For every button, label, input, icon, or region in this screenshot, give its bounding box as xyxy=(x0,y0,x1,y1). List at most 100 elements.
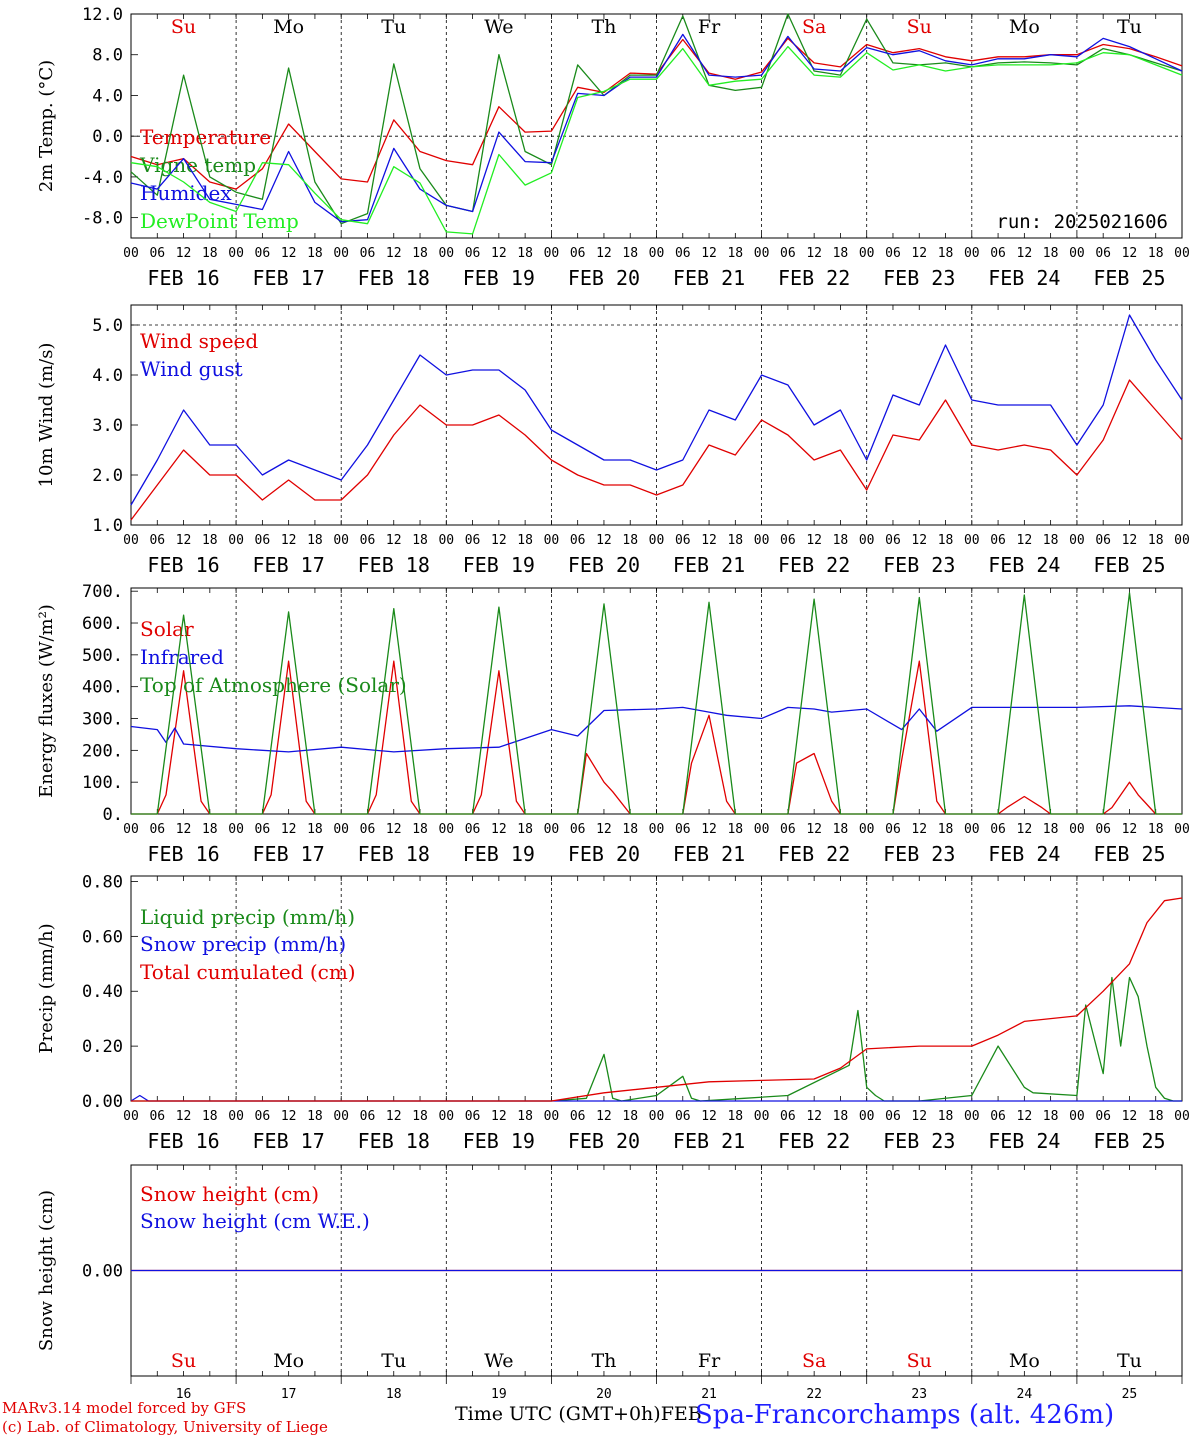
hour-tick-label: 06 xyxy=(1095,1109,1111,1124)
y-tick-label: 0.00 xyxy=(82,1262,123,1282)
panel-4: 0.00 0.20 0.40 0.60 0.80 Precip (mm/h) Liquid … xyxy=(36,872,1190,1153)
hour-tick-label: 06 xyxy=(885,1109,901,1124)
hour-tick-label: 12 xyxy=(1017,246,1033,261)
hour-tick-label: 12 xyxy=(1122,822,1138,837)
weekday-label: Su xyxy=(907,16,932,38)
legend-entry: Snow height (cm) xyxy=(140,1182,319,1206)
day-number: 22 xyxy=(806,1387,822,1402)
legend-entry: Wind speed xyxy=(140,329,258,353)
series-line-1-2 xyxy=(130,13,1183,225)
hour-tick-label: 06 xyxy=(780,246,796,261)
y-tick-label: 3.0 xyxy=(92,416,123,436)
hour-tick-label: 18 xyxy=(307,246,323,261)
y-axis-label: Precip (mm/h) xyxy=(36,923,57,1053)
hour-tick-label: 00 xyxy=(1174,533,1190,548)
hour-tick-label: 18 xyxy=(1148,246,1164,261)
y-tick-label: 0.40 xyxy=(82,982,123,1002)
hour-tick-label: 12 xyxy=(281,822,297,837)
hour-tick-label: 18 xyxy=(307,533,323,548)
hour-tick-label: 12 xyxy=(596,533,612,548)
day-label: FEB 18 xyxy=(358,842,430,866)
day-label: FEB 17 xyxy=(253,553,325,577)
hour-tick-label: 12 xyxy=(596,246,612,261)
day-label: FEB 19 xyxy=(463,266,535,290)
hour-tick-label: 12 xyxy=(386,822,402,837)
hour-tick-label: 00 xyxy=(964,246,980,261)
y-tick-label: 300. xyxy=(82,710,123,730)
y-axis-label: 2m Temp. (°C) xyxy=(36,60,57,192)
day-label: FEB 21 xyxy=(673,842,745,866)
weekday-label: Fr xyxy=(698,16,721,38)
hour-tick-label: 00 xyxy=(1174,1109,1190,1124)
hour-tick-label: 06 xyxy=(465,1109,481,1124)
x-axis-title: Time UTC (GMT+0h)FEB xyxy=(455,1403,702,1425)
legend-entry: DewPoint Temp xyxy=(140,209,299,233)
hour-tick-label: 12 xyxy=(1017,1109,1033,1124)
legend-entry: Infrared xyxy=(140,645,224,669)
hour-tick-label: 00 xyxy=(964,533,980,548)
day-label: FEB 17 xyxy=(253,842,325,866)
hour-tick-label: 00 xyxy=(544,533,560,548)
series-line-4-2 xyxy=(130,1094,1182,1102)
hour-tick-label: 00 xyxy=(649,246,665,261)
hour-tick-label: 12 xyxy=(701,246,717,261)
series-line-1-3 xyxy=(130,33,1183,223)
hour-tick-label: 18 xyxy=(727,533,743,548)
hour-tick-label: 12 xyxy=(701,822,717,837)
hour-tick-label: 00 xyxy=(123,1109,139,1124)
weekday-label: Th xyxy=(591,16,616,38)
hour-tick-label: 06 xyxy=(465,533,481,548)
hour-tick-label: 06 xyxy=(885,246,901,261)
hour-tick-label: 18 xyxy=(727,822,743,837)
day-label: FEB 23 xyxy=(883,842,955,866)
hour-tick-label: 00 xyxy=(754,1109,770,1124)
day-label: FEB 16 xyxy=(147,553,219,577)
day-label: FEB 18 xyxy=(358,266,430,290)
hour-tick-label: 12 xyxy=(806,533,822,548)
y-tick-label: -8.0 xyxy=(82,209,123,229)
legend-entry: Wind gust xyxy=(140,357,243,381)
hour-tick-label: 00 xyxy=(438,1109,454,1124)
day-label: FEB 17 xyxy=(253,1129,325,1153)
hour-tick-label: 12 xyxy=(176,533,192,548)
hour-tick-label: 18 xyxy=(727,1109,743,1124)
weekday-label: Fr xyxy=(698,1350,721,1372)
hour-tick-label: 00 xyxy=(228,246,244,261)
footer-lab-credit: (c) Lab. of Climatology, University of L… xyxy=(2,1418,328,1436)
hour-tick-label: 12 xyxy=(386,1109,402,1124)
hour-tick-label: 06 xyxy=(780,822,796,837)
hour-tick-label: 12 xyxy=(281,533,297,548)
hour-tick-label: 06 xyxy=(780,533,796,548)
hour-tick-label: 06 xyxy=(570,533,586,548)
hour-tick-label: 18 xyxy=(202,533,218,548)
hour-tick-label: 18 xyxy=(938,1109,954,1124)
hour-tick-label: 06 xyxy=(885,822,901,837)
x-axis-title-text: Time UTC (GMT+0h) xyxy=(455,1403,661,1425)
day-label: FEB 25 xyxy=(1093,842,1165,866)
hour-tick-label: 18 xyxy=(833,1109,849,1124)
legend-entry: Vigne temp xyxy=(139,153,256,177)
hour-tick-label: 18 xyxy=(412,822,428,837)
day-label: FEB 21 xyxy=(673,266,745,290)
day-number: 21 xyxy=(701,1387,717,1402)
hour-tick-label: 18 xyxy=(412,246,428,261)
hour-tick-label: 18 xyxy=(1043,533,1059,548)
day-label: FEB 19 xyxy=(463,1129,535,1153)
hour-tick-label: 06 xyxy=(1095,533,1111,548)
hour-tick-label: 00 xyxy=(123,822,139,837)
hour-tick-label: 00 xyxy=(649,822,665,837)
day-label: FEB 23 xyxy=(883,1129,955,1153)
day-number: 18 xyxy=(386,1387,402,1402)
hour-tick-label: 12 xyxy=(491,246,507,261)
plot-frame xyxy=(130,13,1183,239)
series-line-3-3 xyxy=(131,592,1182,815)
y-tick-label: -4.0 xyxy=(82,168,123,188)
day-label: FEB 16 xyxy=(147,842,219,866)
hour-tick-label: 00 xyxy=(333,246,349,261)
hour-tick-label: 06 xyxy=(990,822,1006,837)
day-label: FEB 22 xyxy=(778,266,850,290)
hour-tick-label: 06 xyxy=(149,822,165,837)
hour-tick-label: 00 xyxy=(438,822,454,837)
hour-tick-label: 12 xyxy=(176,822,192,837)
hour-tick-label: 00 xyxy=(438,533,454,548)
